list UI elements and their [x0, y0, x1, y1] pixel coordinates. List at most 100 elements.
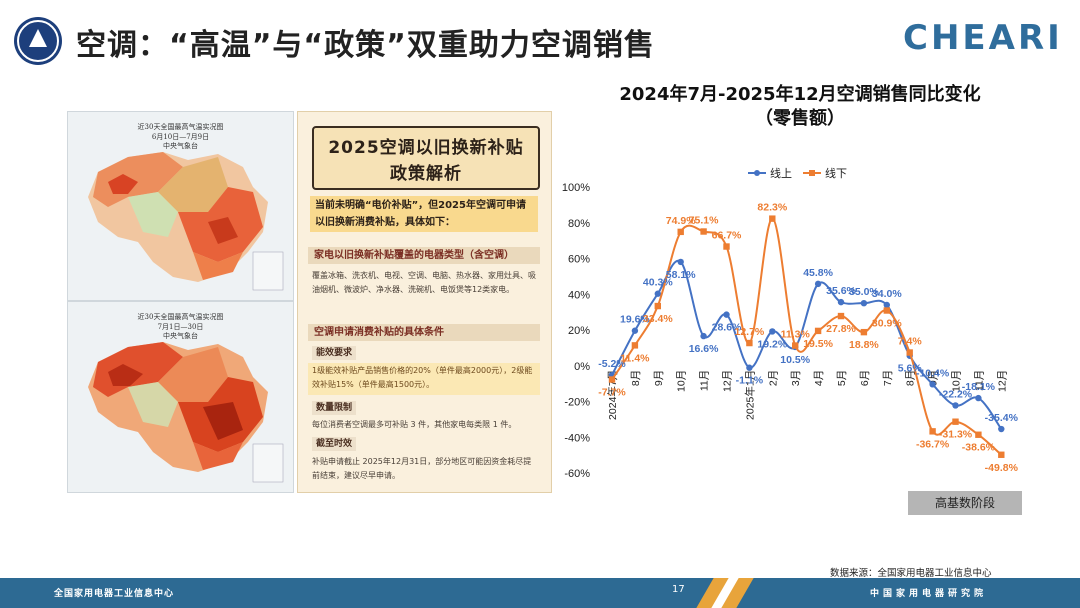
data-label-offline: 11.3%: [781, 329, 811, 341]
data-point-online: [860, 299, 868, 307]
policy-sub-quantity: 数量限制: [312, 401, 357, 415]
x-tick-label: 3月: [790, 370, 802, 386]
data-label-online: 5.6%: [898, 363, 923, 375]
y-tick-label: -40%: [564, 432, 590, 444]
y-tick-label: 0%: [574, 361, 590, 373]
chart-title-sub: （零售额）: [755, 108, 845, 129]
page-title: 空调：“高温”与“政策”双重助力空调销售: [76, 28, 655, 63]
x-tick-label: 9月: [653, 370, 665, 386]
policy-section2-heading: 空调申请消费补贴的具体条件: [308, 324, 540, 341]
x-tick-label: 11月: [973, 370, 985, 391]
data-point-online: [700, 332, 707, 340]
data-point-online: [814, 280, 822, 288]
map-bottom-agency: 中央气象台: [163, 332, 198, 340]
data-label-offline: 33.4%: [643, 313, 673, 325]
data-label-online: -5.2%: [598, 358, 626, 370]
data-point-online: [677, 258, 684, 266]
y-tick-label: 80%: [568, 218, 590, 230]
data-source: 数据来源：全国家用电器工业信息中心: [830, 568, 992, 579]
map-bottom-subtitle: 7月1日—30日: [157, 323, 204, 331]
data-point-online: [769, 328, 776, 335]
y-tick-label: -60%: [564, 468, 590, 480]
data-point-offline: [746, 339, 753, 347]
footer-organization: 全国家用电器工业信息中心: [54, 589, 175, 599]
brand-logo-text: CHEARI: [903, 18, 1063, 58]
footer-institute: 中国家用电器研究院: [870, 589, 988, 599]
data-point-offline: [860, 328, 868, 336]
data-point-online: [975, 394, 982, 402]
y-tick-label: 60%: [568, 254, 590, 266]
x-tick-label: 5月: [836, 370, 848, 386]
data-label-offline: -31.3%: [939, 429, 973, 441]
policy-title-line2: 政策解析: [390, 164, 462, 184]
policy-header: 2025空调以旧换新补贴 政策解析: [312, 126, 540, 190]
data-point-offline: [837, 312, 845, 320]
policy-note: 当前未明确“电价补贴”，但2025年空调可申请以旧换新消费补贴，具体如下：: [310, 196, 538, 232]
data-label-offline: 27.8%: [826, 323, 856, 335]
data-point-online: [746, 364, 753, 371]
data-point-offline: [677, 228, 684, 236]
data-point-online: [998, 425, 1005, 433]
data-point-online: [837, 298, 845, 306]
policy-section1-text: 覆盖冰箱、洗衣机、电视、空调、电脑、热水器、家用灶具、吸油烟机、微波炉、净水器、…: [312, 271, 536, 294]
data-label-offline: -7.7%: [598, 387, 626, 399]
data-label-online: -1.1%: [736, 375, 764, 387]
data-label-offline: 74.9%: [666, 215, 696, 227]
data-point-offline: [929, 428, 936, 435]
data-point-offline: [792, 342, 799, 349]
china-map-top-icon: [88, 152, 284, 291]
data-label-offline: 19.5%: [803, 338, 833, 350]
y-tick-label: -20%: [564, 397, 590, 409]
data-point-online: [929, 381, 936, 388]
data-label-online: 19.2%: [757, 338, 787, 350]
x-tick-label: 2月: [767, 370, 779, 386]
data-point-online: [631, 327, 639, 334]
policy-panel: 2025空调以旧换新补贴 政策解析 当前未明确“电价补贴”，但2025年空调可申…: [297, 111, 552, 493]
data-label-online: -10.4%: [916, 367, 950, 379]
data-label-offline: -49.8%: [985, 462, 1019, 474]
data-point-offline: [998, 451, 1005, 458]
data-label-offline: 75.1%: [689, 215, 719, 227]
data-label-offline: -38.6%: [962, 442, 996, 454]
data-point-offline: [700, 228, 707, 235]
data-label-online: 45.8%: [803, 267, 833, 279]
data-label-online: 58.1%: [666, 269, 696, 281]
data-label-offline: 12.7%: [735, 326, 765, 338]
data-label-offline: 7.4%: [898, 336, 923, 348]
policy-deadline-text: 补贴申请截止 2025年12月31日，部分地区可能因资金耗尽提前结束，建议尽早申…: [312, 457, 532, 480]
chart-title-main: 2024年7月-2025年12月空调销售同比变化: [619, 84, 981, 105]
data-point-offline: [608, 376, 616, 383]
legend-label-online: 线上: [770, 166, 792, 180]
map-top-title: 近30天全国最高气温实况图: [137, 123, 224, 131]
data-point-offline: [723, 243, 730, 250]
x-tick-label: 10月: [676, 370, 688, 392]
data-point-online: [723, 311, 730, 318]
legend-marker-offline: [809, 170, 815, 176]
data-label-online: 34.0%: [872, 288, 902, 300]
x-tick-label: 4月: [813, 370, 825, 386]
y-tick-label: 100%: [562, 182, 590, 194]
data-label-online: 35.6%: [826, 285, 856, 297]
sales-yoy-line-chart: 100%80%60%40%20%0%-20%-40%-60%2024年7月 8月 9…: [562, 166, 1019, 480]
policy-efficiency-text: 1级能效补贴产品销售价格的20%（单件最高2000元），2级能效补贴15%（单件…: [308, 363, 540, 395]
page-number: 17: [672, 584, 685, 595]
temperature-map-top: 近30天全国最高气温实况图 6月10日—7月9日 中央气象台: [67, 111, 294, 301]
institution-logo: [14, 17, 62, 65]
data-point-offline: [769, 215, 776, 222]
data-point-online: [883, 301, 890, 309]
china-map-bottom-icon: [88, 342, 284, 483]
data-label-offline: 82.3%: [757, 202, 787, 214]
data-label-online: 40.3%: [643, 277, 673, 289]
data-label-offline: 30.9%: [872, 318, 902, 330]
data-point-offline: [952, 418, 959, 425]
data-point-offline: [975, 431, 982, 438]
x-tick-label: 10月: [951, 370, 963, 392]
map-bottom-title: 近30天全国最高气温实况图: [137, 313, 224, 321]
data-point-offline: [631, 342, 639, 349]
policy-sub-deadline: 截至时效: [312, 437, 357, 451]
policy-sub-efficiency: 能效要求: [312, 346, 357, 360]
x-tick-label: 8月: [905, 370, 917, 386]
chart-title: 2024年7月-2025年12月空调销售同比变化 （零售额）: [575, 83, 1025, 131]
data-label-offline: 11.4%: [620, 352, 650, 364]
legend-marker-online: [754, 170, 760, 176]
